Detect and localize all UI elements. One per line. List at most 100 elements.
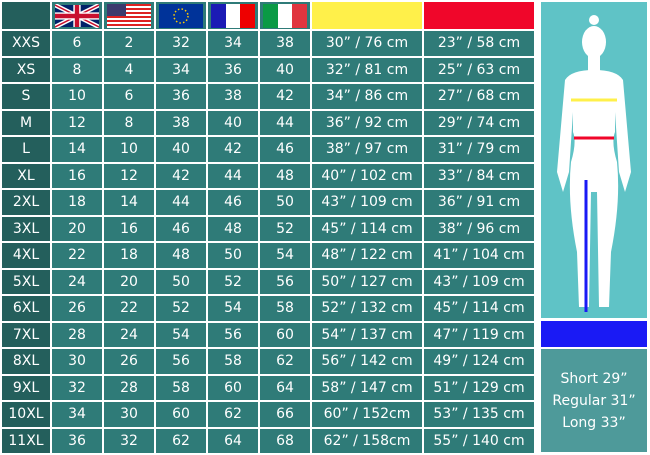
uk-flag-icon [55, 3, 99, 28]
eu-cell: 52 [156, 296, 206, 321]
table-row: S 10 6 36 38 42 34” / 86 cm 27” / 68 cm [2, 84, 534, 109]
uk-cell: 28 [52, 322, 102, 347]
france-cell: 34 [208, 31, 258, 56]
us-cell: 32 [104, 428, 154, 453]
chest-cell: 43” / 109 cm [312, 190, 422, 215]
size-cell: XL [2, 163, 50, 188]
size-cell: L [2, 137, 50, 162]
france-cell: 62 [208, 402, 258, 427]
table-row: 9XL 32 28 58 60 64 58” / 147 cm 51” / 129 cm [2, 375, 534, 400]
eu-cell: 54 [156, 322, 206, 347]
waist-cell: 29” / 74 cm [424, 110, 534, 135]
waist-cell: 31” / 79 cm [424, 137, 534, 162]
italy-header [260, 2, 310, 29]
france-cell: 38 [208, 84, 258, 109]
uk-cell: 6 [52, 31, 102, 56]
table-row: 5XL 24 20 50 52 56 50” / 127 cm 43” / 109 cm [2, 269, 534, 294]
eu-cell: 40 [156, 137, 206, 162]
eu-header [156, 2, 206, 29]
uk-cell: 20 [52, 216, 102, 241]
waist-cell: 55” / 140 cm [424, 428, 534, 453]
eu-cell: 32 [156, 31, 206, 56]
chest-cell: 60” / 152cm [312, 402, 422, 427]
eu-cell: 60 [156, 402, 206, 427]
eu-cell: 50 [156, 269, 206, 294]
size-cell: 11XL [2, 428, 50, 453]
inseam-long: Long 33” [562, 414, 626, 431]
uk-cell: 18 [52, 190, 102, 215]
uk-cell: 14 [52, 137, 102, 162]
size-cell: 6XL [2, 296, 50, 321]
uk-cell: 12 [52, 110, 102, 135]
table-row: 6XL 26 22 52 54 58 52” / 132 cm 45” / 114 cm [2, 296, 534, 321]
table-row: XS 8 4 34 36 40 32” / 81 cm 25” / 63 cm [2, 57, 534, 82]
table-row: M 12 8 38 40 44 36” / 92 cm 29” / 74 cm [2, 110, 534, 135]
body-figure [541, 2, 647, 318]
eu-cell: 48 [156, 243, 206, 268]
waist-header [424, 2, 534, 29]
chest-cell: 32” / 81 cm [312, 57, 422, 82]
chest-cell: 54” / 137 cm [312, 322, 422, 347]
uk-cell: 26 [52, 296, 102, 321]
waist-cell: 53” / 135 cm [424, 402, 534, 427]
us-cell: 30 [104, 402, 154, 427]
italy-flag-icon [263, 3, 307, 28]
eu-cell: 56 [156, 349, 206, 374]
france-cell: 36 [208, 57, 258, 82]
waist-cell: 43” / 109 cm [424, 269, 534, 294]
waist-cell: 36” / 91 cm [424, 190, 534, 215]
size-cell: 10XL [2, 402, 50, 427]
table-row: 11XL 36 32 62 64 68 62” / 158cm 55” / 140 cm [2, 428, 534, 453]
france-cell: 50 [208, 243, 258, 268]
chest-header [312, 2, 422, 29]
us-cell: 12 [104, 163, 154, 188]
table-row: 7XL 28 24 54 56 60 54” / 137 cm 47” / 119 cm [2, 322, 534, 347]
size-table: XXS 6 2 32 34 38 30” / 76 cm 23” / 58 cm XS 8 4 34 3… [2, 2, 534, 453]
size-cell: S [2, 84, 50, 109]
uk-cell: 32 [52, 375, 102, 400]
eu-cell: 58 [156, 375, 206, 400]
table-row: XL 16 12 42 44 48 40” / 102 cm 33” / 84 cm [2, 163, 534, 188]
us-cell: 22 [104, 296, 154, 321]
us-cell: 6 [104, 84, 154, 109]
france-cell: 48 [208, 216, 258, 241]
italy-cell: 54 [260, 243, 310, 268]
france-cell: 54 [208, 296, 258, 321]
table-row: 8XL 30 26 56 58 62 56” / 142 cm 49” / 124 cm [2, 349, 534, 374]
italy-cell: 64 [260, 375, 310, 400]
france-cell: 52 [208, 269, 258, 294]
waist-cell: 45” / 114 cm [424, 296, 534, 321]
uk-cell: 10 [52, 84, 102, 109]
waist-cell: 41” / 104 cm [424, 243, 534, 268]
us-cell: 14 [104, 190, 154, 215]
italy-cell: 42 [260, 84, 310, 109]
france-cell: 44 [208, 163, 258, 188]
uk-cell: 8 [52, 57, 102, 82]
table-row: 4XL 22 18 48 50 54 48” / 122 cm 41” / 104 cm [2, 243, 534, 268]
us-cell: 28 [104, 375, 154, 400]
eu-cell: 34 [156, 57, 206, 82]
italy-cell: 46 [260, 137, 310, 162]
france-header [208, 2, 258, 29]
chest-cell: 62” / 158cm [312, 428, 422, 453]
italy-cell: 56 [260, 269, 310, 294]
table-row: L 14 10 40 42 46 38” / 97 cm 31” / 79 cm [2, 137, 534, 162]
us-cell: 10 [104, 137, 154, 162]
france-cell: 64 [208, 428, 258, 453]
body-silhouette-icon [557, 15, 631, 312]
waist-cell: 38” / 96 cm [424, 216, 534, 241]
us-cell: 18 [104, 243, 154, 268]
inseam-lengths: Short 29” Regular 31” Long 33” [541, 349, 647, 452]
size-cell: 7XL [2, 322, 50, 347]
waist-cell: 49” / 124 cm [424, 349, 534, 374]
chest-cell: 58” / 147 cm [312, 375, 422, 400]
uk-cell: 36 [52, 428, 102, 453]
size-header [2, 2, 50, 29]
inseam-short: Short 29” [560, 370, 628, 387]
table-row: 10XL 34 30 60 62 66 60” / 152cm 53” / 135 cm [2, 402, 534, 427]
france-cell: 46 [208, 190, 258, 215]
waist-cell: 51” / 129 cm [424, 375, 534, 400]
uk-cell: 30 [52, 349, 102, 374]
inseam-color-bar [541, 321, 647, 347]
size-cell: 8XL [2, 349, 50, 374]
